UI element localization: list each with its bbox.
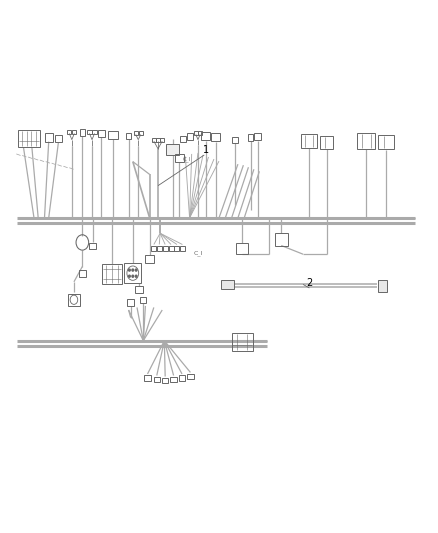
Bar <box>135 286 143 293</box>
Bar <box>139 131 143 135</box>
Bar <box>140 297 146 303</box>
Bar <box>187 374 194 379</box>
Bar <box>80 130 85 135</box>
Bar <box>98 130 105 137</box>
Bar <box>378 135 394 149</box>
Bar <box>109 131 118 139</box>
Bar <box>88 130 92 134</box>
Bar <box>174 246 180 251</box>
Bar <box>169 246 173 251</box>
Bar <box>194 131 198 135</box>
Bar <box>301 134 318 148</box>
Bar <box>67 294 80 306</box>
Bar <box>134 131 138 135</box>
Bar <box>145 375 151 381</box>
Bar <box>236 243 248 254</box>
Bar <box>78 270 86 277</box>
Bar <box>67 130 71 134</box>
Circle shape <box>129 275 130 277</box>
Bar <box>232 333 253 351</box>
Bar <box>170 377 177 382</box>
Bar <box>320 135 333 149</box>
Bar <box>378 280 387 292</box>
Bar <box>102 264 122 285</box>
Circle shape <box>135 269 137 271</box>
Circle shape <box>135 275 137 277</box>
Bar <box>127 298 134 306</box>
Text: C_I: C_I <box>182 156 191 162</box>
Bar <box>162 378 168 383</box>
Bar <box>145 255 154 263</box>
Bar <box>126 133 131 139</box>
Circle shape <box>129 269 130 271</box>
Bar <box>180 135 186 142</box>
Bar <box>232 136 238 143</box>
Bar <box>198 131 202 135</box>
Bar <box>221 280 234 289</box>
Bar <box>180 246 185 251</box>
Text: C_I: C_I <box>194 250 203 255</box>
Bar <box>92 130 97 134</box>
Bar <box>247 134 254 141</box>
Bar <box>254 133 261 140</box>
Bar <box>151 246 156 251</box>
Bar <box>154 377 160 382</box>
Text: 1: 1 <box>203 145 209 155</box>
Circle shape <box>132 269 134 271</box>
Bar <box>187 133 193 140</box>
Bar <box>55 135 62 142</box>
Bar <box>152 138 156 142</box>
Bar <box>157 246 162 251</box>
Bar <box>72 130 77 134</box>
Bar <box>162 246 168 251</box>
Bar <box>166 144 179 156</box>
Text: 2: 2 <box>306 278 313 288</box>
Bar <box>175 154 184 162</box>
Bar <box>160 138 164 142</box>
Bar <box>357 133 375 149</box>
Bar <box>45 133 53 142</box>
Bar <box>156 138 160 142</box>
Bar <box>201 132 210 140</box>
Bar <box>18 130 40 147</box>
Bar <box>124 263 141 283</box>
Bar <box>211 133 220 141</box>
Bar <box>275 233 287 246</box>
Bar <box>89 243 96 249</box>
Bar <box>179 375 185 381</box>
Circle shape <box>132 275 134 277</box>
